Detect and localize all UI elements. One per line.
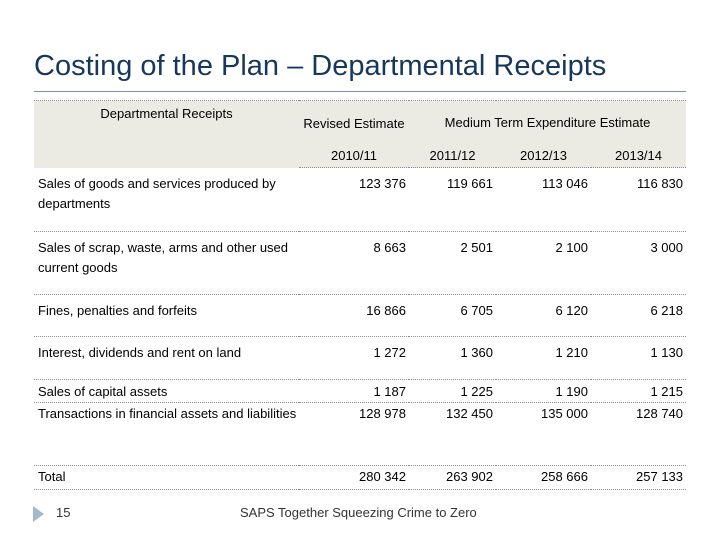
row-label: Transactions in financial assets and lia… — [34, 402, 299, 466]
cell-value: 119 661 — [409, 167, 496, 232]
footer-arrow-icon — [33, 506, 44, 522]
cell-value: 2 501 — [409, 231, 496, 295]
cell-value: 1 225 — [409, 379, 496, 403]
cell-value: 257 133 — [591, 465, 687, 490]
cell-value: 116 830 — [591, 167, 687, 232]
cell-value: 3 000 — [591, 231, 687, 295]
cell-value: 8 663 — [299, 231, 409, 295]
cell-value: 1 360 — [409, 336, 496, 380]
cell-value: 1 130 — [591, 336, 687, 380]
cell-value: 128 978 — [299, 402, 409, 466]
footer-text: SAPS Together Squeezing Crime to Zero — [240, 505, 477, 520]
cell-value: 123 376 — [299, 167, 409, 232]
cell-value: 1 210 — [496, 336, 591, 380]
cell-value: 128 740 — [591, 402, 687, 466]
receipts-table-container: Departmental Receipts Revised Estimate M… — [34, 100, 687, 490]
cell-value: 1 215 — [591, 379, 687, 403]
table-row: Sales of scrap, waste, arms and other us… — [34, 231, 687, 295]
page-number: 15 — [56, 505, 71, 520]
total-row: Total 280 342 263 902 258 666 257 133 — [34, 465, 687, 490]
cell-value: 113 046 — [496, 167, 591, 232]
cell-value: 16 866 — [299, 294, 409, 337]
table-row: Interest, dividends and rent on land 1 2… — [34, 336, 687, 380]
year-header: 2012/13 — [496, 145, 591, 168]
header-row: Departmental Receipts Revised Estimate M… — [34, 100, 687, 168]
receipts-table: Departmental Receipts Revised Estimate M… — [34, 100, 687, 490]
title-divider — [34, 91, 686, 92]
table-row: Transactions in financial assets and lia… — [34, 402, 687, 466]
row-label: Total — [34, 465, 299, 490]
years-header-row: 2010/11 2011/12 2012/13 2013/14 — [34, 145, 687, 168]
cell-value: 263 902 — [409, 465, 496, 490]
cell-value: 280 342 — [299, 465, 409, 490]
cell-value: 258 666 — [496, 465, 591, 490]
row-label: Sales of scrap, waste, arms and other us… — [34, 231, 299, 295]
cell-value: 135 000 — [496, 402, 591, 466]
table-row: Fines, penalties and forfeits 16 866 6 7… — [34, 294, 687, 337]
year-header: 2013/14 — [591, 145, 687, 168]
cell-value: 132 450 — [409, 402, 496, 466]
cell-value: 2 100 — [496, 231, 591, 295]
revised-estimate-header: Revised Estimate — [299, 100, 409, 145]
row-label: Fines, penalties and forfeits — [34, 294, 299, 337]
mtef-header: Medium Term Expenditure Estimate — [409, 100, 687, 145]
cell-value: 6 705 — [409, 294, 496, 337]
year-header: 2010/11 — [299, 145, 409, 168]
slide-title: Costing of the Plan – Departmental Recei… — [34, 50, 607, 82]
cell-value: 1 272 — [299, 336, 409, 380]
cell-value: 1 187 — [299, 379, 409, 403]
row-label: Interest, dividends and rent on land — [34, 336, 299, 380]
cell-value: 6 120 — [496, 294, 591, 337]
row-label: Sales of goods and services produced by … — [34, 167, 299, 232]
cell-value: 1 190 — [496, 379, 591, 403]
row-label: Sales of capital assets — [34, 379, 299, 403]
year-header: 2011/12 — [409, 145, 496, 168]
row-header-cell: Departmental Receipts — [34, 100, 299, 168]
cell-value: 6 218 — [591, 294, 687, 337]
table-row: Sales of capital assets 1 187 1 225 1 19… — [34, 379, 687, 403]
table-row: Sales of goods and services produced by … — [34, 167, 687, 232]
